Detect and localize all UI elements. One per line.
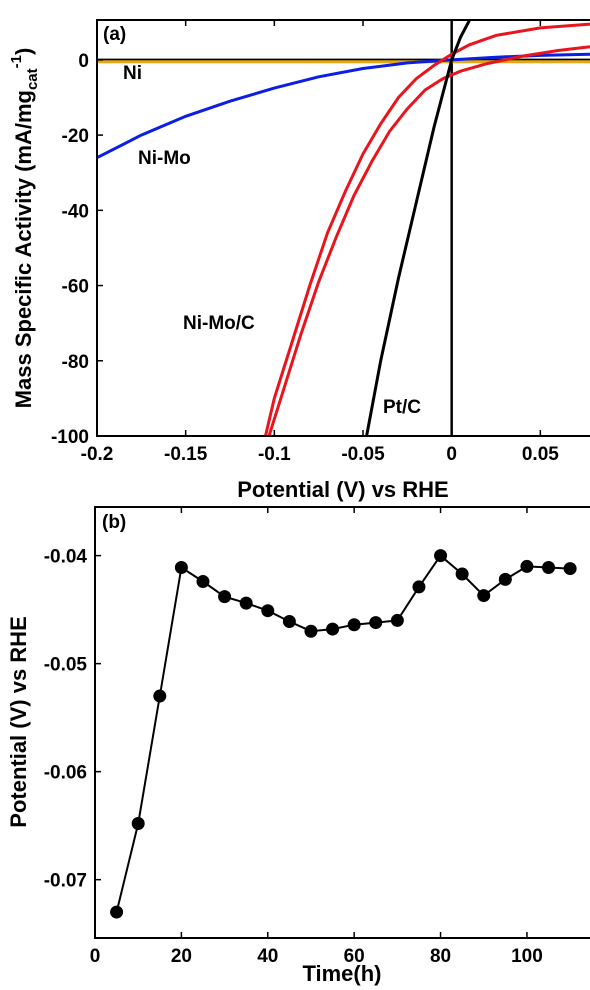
- data-point: [542, 560, 556, 574]
- data-point: [304, 624, 318, 638]
- x-tick-label: 100: [511, 946, 543, 967]
- y-tick-label: -0.06: [44, 763, 87, 784]
- y-axis-label: Potential (V) vs RHE: [6, 616, 31, 827]
- data-point: [218, 590, 232, 604]
- data-point: [455, 567, 469, 581]
- data-point: [563, 562, 577, 576]
- axes-frame: [94, 506, 590, 939]
- data-point: [153, 689, 167, 703]
- annotation: Ni-Mo/C: [183, 313, 255, 334]
- annotation: Ni: [123, 63, 142, 84]
- y-axis-label-sub: cat: [24, 68, 41, 90]
- x-tick-label: -0.1: [258, 444, 291, 465]
- data-point: [434, 549, 448, 563]
- data-point: [412, 580, 426, 594]
- data-point: [239, 596, 253, 610]
- x-tick-label: 20: [171, 946, 192, 967]
- x-tick-label: 0.05: [522, 444, 559, 465]
- y-tick-label: -40: [62, 201, 89, 222]
- data-point: [261, 604, 275, 618]
- x-tick-label: 60: [344, 946, 365, 967]
- y-tick-label: -80: [62, 352, 89, 373]
- panel-label: (b): [102, 512, 126, 533]
- series-line: [264, 22, 590, 436]
- data-point: [326, 622, 340, 636]
- data-point: [347, 618, 361, 632]
- series-line: [267, 45, 590, 436]
- panel-label: (a): [103, 24, 126, 45]
- data-point: [174, 560, 188, 574]
- data-point: [498, 572, 512, 586]
- y-tick-label: 0: [78, 51, 89, 72]
- data-point: [477, 589, 491, 603]
- y-tick-label: -20: [62, 126, 89, 147]
- series-line: [365, 20, 471, 436]
- x-tick-label: 40: [257, 946, 278, 967]
- plot-area: [110, 549, 577, 919]
- y-tick-label: -0.05: [44, 655, 88, 676]
- data-point: [520, 559, 534, 573]
- x-tick-label: 0: [446, 444, 457, 465]
- x-tick-label: -0.2: [81, 444, 114, 465]
- data-point: [369, 616, 383, 630]
- data-point: [196, 575, 210, 589]
- y-axis-label-main: Mass Specific Activity (mA/mg: [11, 90, 36, 408]
- x-axis-label: Potential (V) vs RHE: [237, 477, 448, 502]
- data-point: [282, 615, 296, 629]
- x-tick-label: -0.05: [341, 444, 385, 465]
- y-tick-label: -60: [62, 277, 89, 298]
- y-tick-label: -0.07: [44, 871, 87, 892]
- x-tick-label: -0.15: [164, 444, 208, 465]
- y-axis-label-sup: -1: [8, 55, 25, 68]
- annotation: Pt/C: [383, 397, 421, 418]
- y-axis-label-end: ): [11, 48, 36, 55]
- data-point: [110, 905, 124, 919]
- y-tick-label: -100: [51, 427, 89, 448]
- axes-frame: [96, 19, 590, 437]
- x-axis-label: Time(h): [302, 961, 381, 986]
- plot-area: [97, 20, 590, 436]
- data-point: [131, 816, 145, 830]
- series-line: [115, 554, 571, 913]
- y-axis-label: Mass Specific Activity (mA/mgcat-1): [8, 48, 41, 409]
- x-tick-label: 0: [90, 946, 101, 967]
- annotation: Ni-Mo: [138, 148, 191, 169]
- series-line: [97, 52, 590, 160]
- x-tick-label: 80: [430, 946, 451, 967]
- data-point: [390, 613, 404, 627]
- y-tick-label: -0.04: [44, 547, 88, 568]
